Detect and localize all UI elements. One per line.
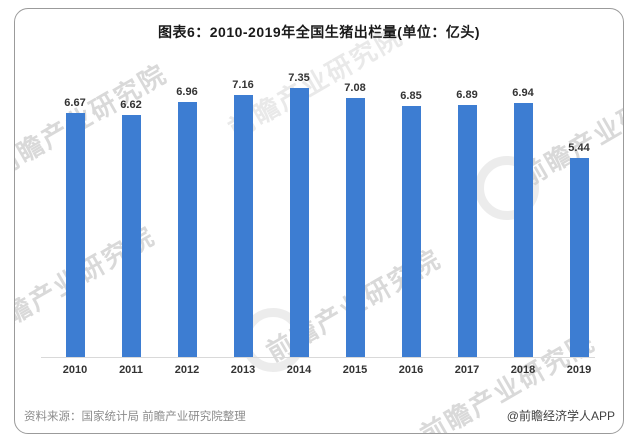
bar-value-label: 7.16 xyxy=(232,78,254,91)
bar-column: 6.96 xyxy=(159,86,215,357)
chart-card: 前瞻产业研究院 前瞻产业研究院 前瞻产业研究院 前瞻产业研究院 前瞻产业研究院 … xyxy=(14,8,624,434)
x-axis-line xyxy=(41,357,595,358)
x-tick-label: 2019 xyxy=(566,364,592,376)
bar-column: 5.44 xyxy=(551,142,607,357)
x-tick-label: 2016 xyxy=(398,364,424,376)
x-axis-ticks: 2010 2011 2012 2013 2014 2015 2016 2017 2018 2019 xyxy=(47,364,607,376)
bar xyxy=(121,114,141,357)
bar-column: 6.67 xyxy=(47,97,103,357)
plot-columns: 6.67 6.62 6.96 7.16 7.35 7.08 6.85 6.89 6.94 5.44 xyxy=(47,9,607,357)
bar-value-label: 6.94 xyxy=(512,87,534,99)
bar-value-label: 6.96 xyxy=(176,86,198,99)
bar xyxy=(289,88,309,357)
bar-column: 6.89 xyxy=(439,89,495,357)
bar xyxy=(65,112,85,357)
bar-value-label: 5.44 xyxy=(568,141,590,154)
x-tick-label: 2018 xyxy=(510,364,536,376)
chart-title: 图表6：2010-2019年全国生猪出栏量(单位：亿头) xyxy=(157,24,481,40)
x-tick-label: 2012 xyxy=(174,364,200,376)
x-tick-label: 2010 xyxy=(62,364,88,376)
bar xyxy=(457,104,477,357)
x-tick-label: 2015 xyxy=(342,364,368,376)
bar-value-label: 7.08 xyxy=(344,81,366,94)
bar xyxy=(233,94,253,357)
x-tick-label: 2011 xyxy=(119,364,143,376)
bar-value-label: 6.62 xyxy=(120,98,142,111)
bar xyxy=(513,103,533,357)
bar-value-label: 6.89 xyxy=(456,88,478,101)
bar-value-label: 6.67 xyxy=(64,96,86,109)
watermark-logo-icon xyxy=(475,156,539,220)
bar-chart: 6.67 6.62 6.96 7.16 7.35 7.08 6.85 6.89 6.94 5.44… xyxy=(15,9,623,376)
x-tick-label: 2017 xyxy=(454,364,480,376)
x-tick-label: 2014 xyxy=(286,364,312,376)
bar xyxy=(345,97,365,357)
bar xyxy=(401,106,421,357)
x-tick-label: 2013 xyxy=(230,364,256,376)
bar xyxy=(177,102,197,357)
source-note: 资料来源：国家统计局 前瞻产业研究院整理 xyxy=(24,411,246,423)
bar-column: 6.94 xyxy=(495,87,551,357)
bar-column: 7.35 xyxy=(271,72,327,357)
bar-column: 6.85 xyxy=(383,90,439,357)
app-credit: @前瞻经济学人APP xyxy=(506,409,615,423)
bar xyxy=(569,157,589,357)
bar-column: 7.08 xyxy=(327,82,383,357)
bar-value-label: 6.85 xyxy=(400,90,422,103)
bar-column: 6.62 xyxy=(103,99,159,357)
bar-value-label: 7.35 xyxy=(288,72,310,84)
bar-column: 7.16 xyxy=(215,79,271,357)
